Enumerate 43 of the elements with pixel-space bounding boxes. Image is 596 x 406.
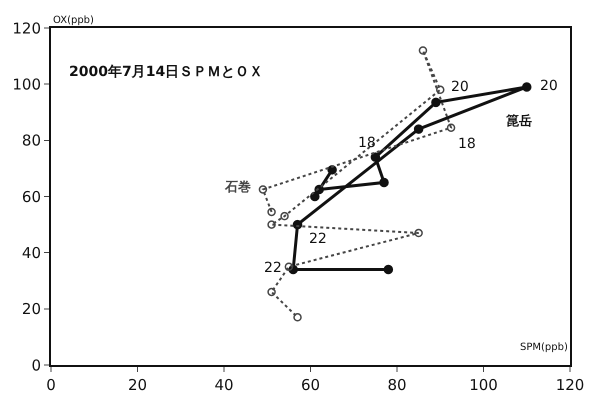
- y-tick-label: 100: [12, 75, 41, 94]
- point: [267, 220, 276, 229]
- point: [258, 185, 268, 194]
- point: [379, 178, 389, 188]
- y-tick-label: 80: [22, 132, 41, 150]
- point: [267, 208, 276, 216]
- y-tick-label: 40: [22, 244, 41, 262]
- annotation: 22: [264, 260, 282, 276]
- text: 2000年7月14日ＳＰＭとＯＸ: [69, 64, 264, 80]
- x-tick-label: 40: [214, 376, 234, 394]
- y-axis-title: OX(ppb): [53, 15, 94, 26]
- series-label: 石巻: [224, 180, 251, 195]
- x-tick-label: 120: [556, 376, 584, 394]
- series-label: 箟岳: [505, 113, 532, 129]
- x-tick-label: 0: [46, 376, 56, 394]
- point: [431, 98, 441, 108]
- point: [284, 262, 294, 271]
- y-tick-label: 60: [22, 188, 41, 206]
- point: [327, 165, 337, 175]
- annotation: 20: [540, 78, 558, 94]
- y-tick-label: 0: [31, 356, 41, 374]
- point: [370, 152, 380, 162]
- y-tick-label: 20: [22, 300, 41, 318]
- point: [293, 313, 302, 322]
- x-tick-label: 100: [469, 376, 498, 394]
- y-tick-label: 120: [12, 19, 41, 38]
- point: [384, 264, 394, 274]
- annotation: 22: [309, 231, 327, 247]
- point: [267, 288, 276, 296]
- annotation: 20: [451, 79, 469, 95]
- x-tick-label: 20: [128, 376, 148, 394]
- point: [522, 82, 532, 92]
- point: [418, 46, 428, 55]
- point: [280, 212, 289, 220]
- point: [414, 124, 424, 134]
- point: [436, 86, 444, 94]
- point: [414, 228, 423, 238]
- annotation: 18: [358, 135, 376, 151]
- x-tick-label: 60: [300, 376, 320, 394]
- x-tick-label: 80: [387, 376, 407, 394]
- annotation: 18: [458, 136, 476, 152]
- x-axis-title: SPM(ppb): [520, 342, 568, 353]
- point: [446, 123, 456, 132]
